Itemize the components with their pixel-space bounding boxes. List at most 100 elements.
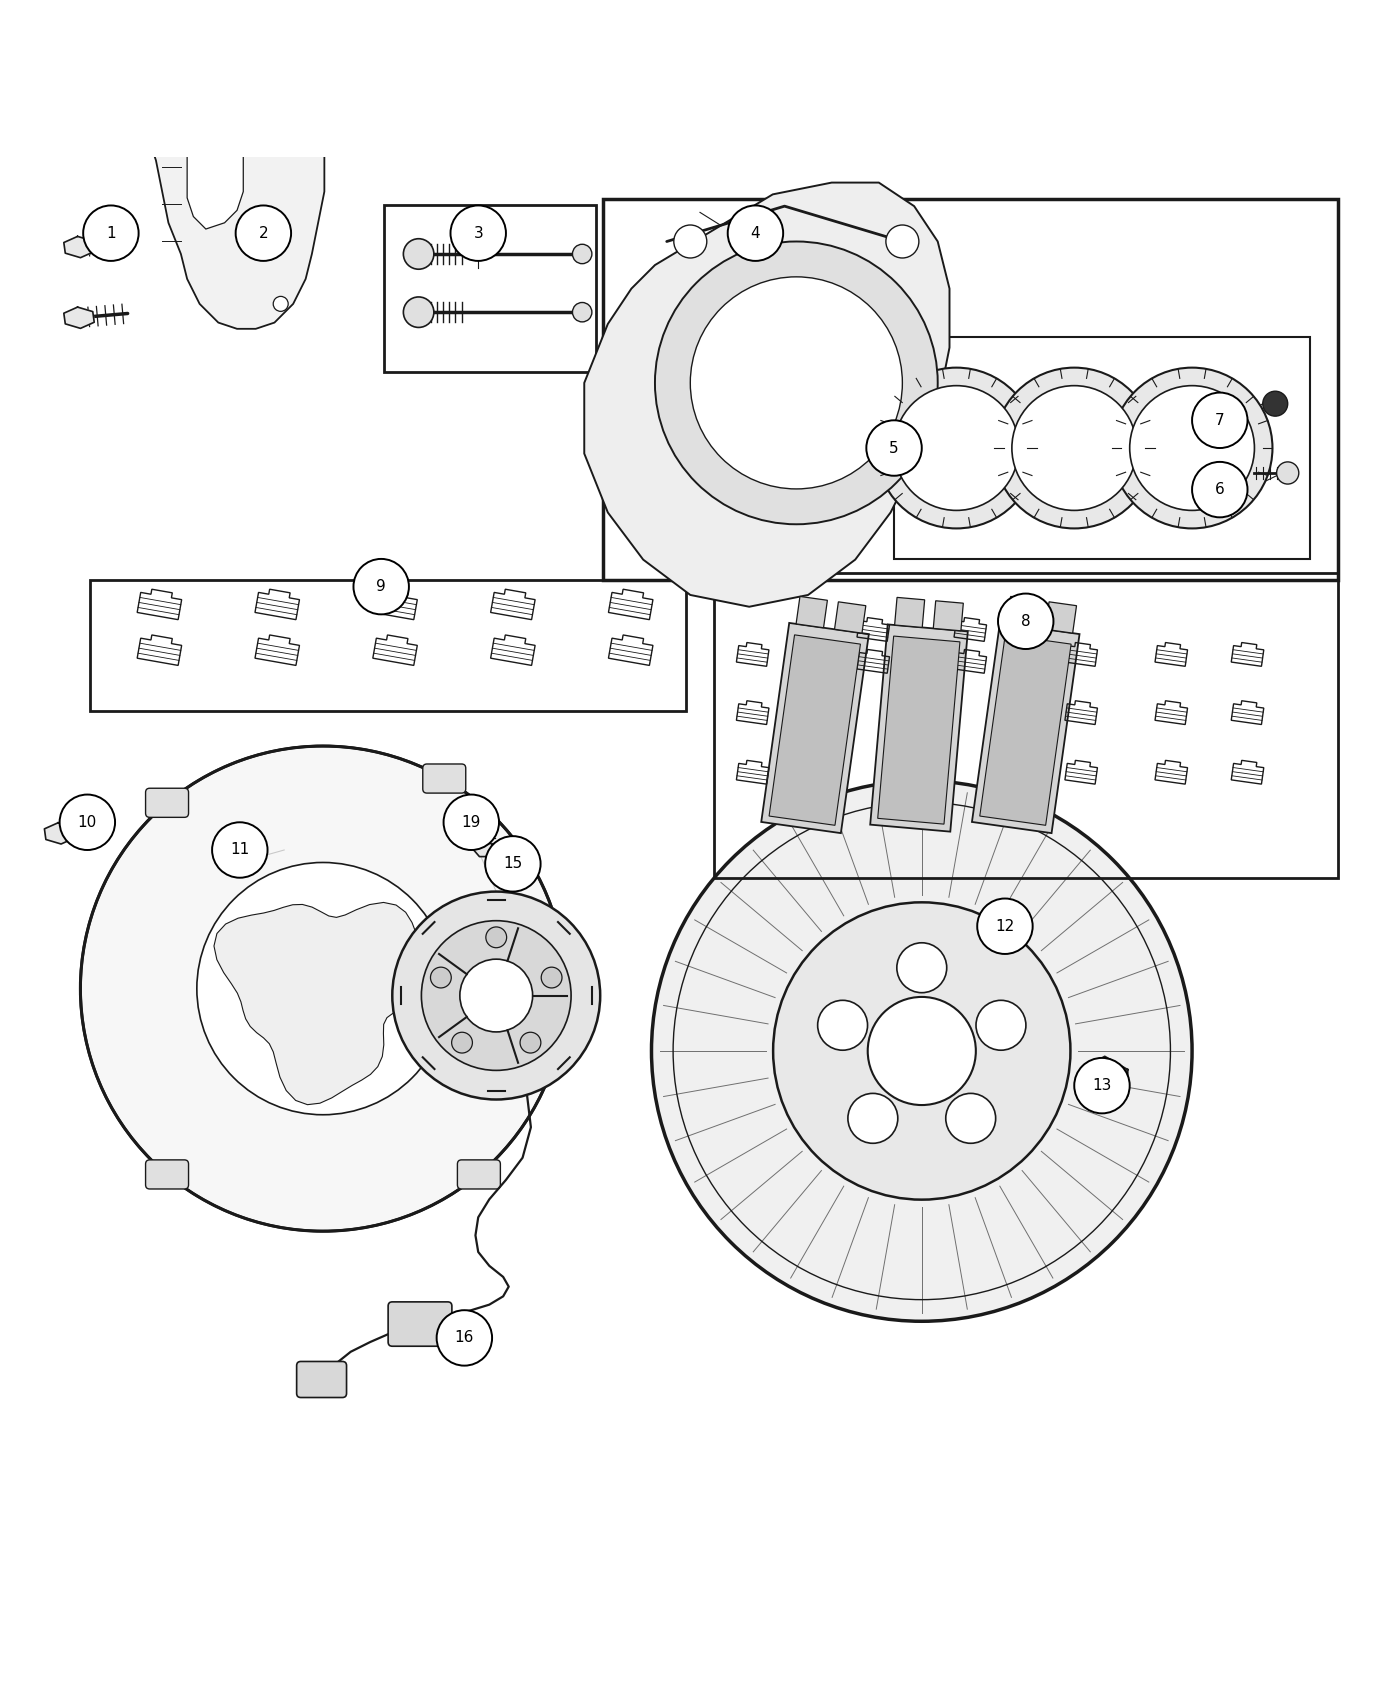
Text: 13: 13 (1092, 1078, 1112, 1093)
Circle shape (486, 927, 507, 947)
Circle shape (673, 224, 707, 258)
Polygon shape (878, 636, 960, 824)
Text: 11: 11 (230, 843, 249, 857)
Circle shape (728, 206, 783, 260)
Circle shape (486, 836, 540, 891)
Circle shape (1263, 391, 1288, 416)
Text: 19: 19 (462, 814, 482, 830)
Bar (384, 206, 596, 372)
Polygon shape (762, 622, 869, 833)
Polygon shape (64, 236, 94, 258)
Circle shape (1074, 1057, 1130, 1114)
Text: 10: 10 (78, 814, 97, 830)
Circle shape (1191, 393, 1247, 449)
Circle shape (83, 206, 139, 260)
Circle shape (392, 891, 601, 1100)
Bar (714, 573, 1337, 877)
Polygon shape (980, 634, 1071, 824)
Polygon shape (64, 308, 94, 328)
Text: 4: 4 (750, 226, 760, 241)
Bar (90, 580, 686, 711)
Circle shape (867, 420, 921, 476)
Polygon shape (1007, 597, 1037, 627)
Text: 8: 8 (1021, 614, 1030, 629)
Circle shape (690, 277, 903, 490)
Circle shape (977, 899, 1033, 954)
Circle shape (403, 238, 434, 269)
Circle shape (998, 593, 1053, 649)
Text: 7: 7 (1215, 413, 1225, 428)
Circle shape (1277, 462, 1299, 484)
Circle shape (437, 1311, 491, 1365)
Circle shape (818, 1000, 868, 1051)
Circle shape (60, 794, 115, 850)
Circle shape (451, 206, 505, 260)
Text: 1: 1 (106, 226, 116, 241)
Circle shape (1130, 386, 1254, 510)
Circle shape (773, 903, 1071, 1200)
Bar (895, 337, 1310, 559)
Circle shape (273, 296, 288, 311)
Circle shape (976, 1000, 1026, 1051)
Polygon shape (188, 136, 244, 230)
Circle shape (655, 241, 938, 524)
Text: 3: 3 (473, 226, 483, 241)
Text: 9: 9 (377, 580, 386, 593)
FancyBboxPatch shape (423, 763, 466, 794)
Polygon shape (80, 746, 566, 1231)
Text: 6: 6 (1215, 483, 1225, 496)
Polygon shape (584, 182, 949, 607)
FancyBboxPatch shape (297, 1362, 347, 1397)
Circle shape (573, 303, 592, 321)
Circle shape (444, 794, 498, 850)
Polygon shape (834, 602, 865, 632)
Circle shape (1112, 367, 1273, 529)
FancyBboxPatch shape (146, 1159, 189, 1188)
Circle shape (886, 224, 918, 258)
Circle shape (197, 862, 449, 1115)
Polygon shape (934, 600, 963, 631)
Text: 5: 5 (889, 440, 899, 456)
Circle shape (895, 386, 1019, 510)
Circle shape (421, 921, 571, 1071)
FancyBboxPatch shape (388, 1302, 452, 1346)
Text: 2: 2 (259, 226, 269, 241)
Polygon shape (895, 597, 924, 627)
Circle shape (273, 122, 288, 136)
Polygon shape (1082, 1056, 1127, 1108)
Polygon shape (214, 903, 427, 1105)
FancyBboxPatch shape (146, 789, 189, 818)
Polygon shape (871, 624, 967, 831)
Circle shape (1012, 386, 1137, 510)
Circle shape (573, 245, 592, 264)
Polygon shape (797, 597, 827, 627)
Circle shape (651, 780, 1191, 1321)
Text: 15: 15 (503, 857, 522, 872)
Text: 16: 16 (455, 1331, 475, 1345)
Circle shape (235, 206, 291, 260)
Circle shape (211, 823, 267, 877)
Circle shape (1191, 462, 1247, 517)
Polygon shape (150, 104, 325, 328)
Circle shape (403, 298, 434, 328)
Circle shape (868, 996, 976, 1105)
Circle shape (353, 559, 409, 614)
Circle shape (1092, 1071, 1117, 1095)
Bar (603, 199, 1337, 580)
Circle shape (994, 367, 1155, 529)
Circle shape (452, 1032, 472, 1052)
Circle shape (519, 1032, 540, 1052)
Polygon shape (769, 634, 861, 824)
Circle shape (848, 1093, 897, 1144)
Text: 12: 12 (995, 918, 1015, 933)
Polygon shape (972, 622, 1079, 833)
Polygon shape (1046, 602, 1077, 632)
Polygon shape (473, 843, 497, 857)
Circle shape (876, 367, 1037, 529)
Circle shape (459, 959, 532, 1032)
FancyBboxPatch shape (458, 1159, 500, 1188)
Circle shape (897, 944, 946, 993)
Polygon shape (45, 823, 74, 843)
Circle shape (946, 1093, 995, 1144)
Circle shape (542, 967, 561, 988)
